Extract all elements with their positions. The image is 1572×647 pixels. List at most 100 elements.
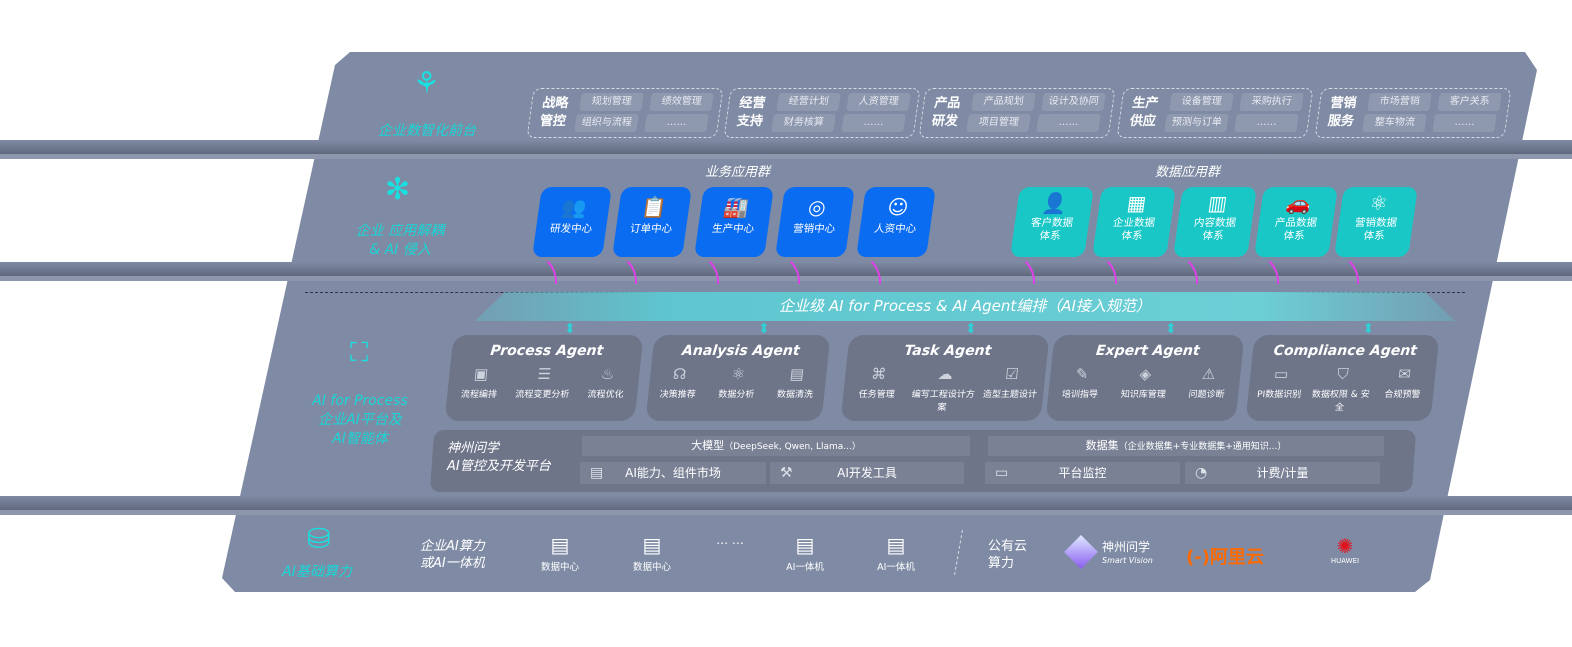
agent-item[interactable]: ☁ 编写工程设计方案 — [908, 365, 979, 413]
building-icon: ▦ — [1125, 191, 1148, 215]
agent-items: ⌘ 任务管理 ☁ 编写工程设计方案 ☑ 造型主题设计 — [841, 365, 1046, 413]
label-line: 战略 — [541, 96, 570, 111]
compute-item: ▤ 数据中心 — [622, 533, 682, 573]
down-arrow-icon: ⬍ — [1362, 321, 1375, 337]
agent-item[interactable]: ☑ 造型主题设计 — [975, 365, 1046, 413]
agent-item-label: 数据清洗 — [776, 390, 814, 400]
agent-items: ✎ 培训指导 ◈ 知识库管理 ⚠ 问题诊断 — [1048, 365, 1242, 400]
clean-doc-icon: ▤ — [789, 365, 806, 383]
front-chip[interactable]: …… — [1036, 114, 1101, 132]
monitor-icon: ▭ — [995, 465, 1009, 481]
front-chip[interactable]: …… — [841, 114, 906, 132]
agent-card[interactable]: Process Agent ▣ 流程编排 ☰ 流程变更分析 ♨ 流程优化 — [444, 335, 644, 421]
data-card[interactable]: 🚗 产品数据 体系 — [1254, 187, 1338, 257]
label-line: 支持 — [735, 114, 764, 129]
data-card[interactable]: ▦ 企业数据 体系 — [1092, 187, 1176, 257]
front-chip[interactable]: 客户关系 — [1437, 93, 1502, 111]
agent-item[interactable]: ⛉ 数据权限 & 安全 — [1308, 365, 1374, 413]
front-chip[interactable]: 设计及协同 — [1041, 93, 1106, 111]
orchestration-banner: 企业级 AI for Process & AI Agent编排（AI接入规范） — [475, 292, 1455, 321]
data-card[interactable]: ⚛ 营销数据 体系 — [1334, 187, 1418, 257]
front-chip[interactable]: …… — [1234, 114, 1299, 132]
agent-card[interactable]: Compliance Agent ▭ PI数据识别 ⛉ 数据权限 & 安全 ✉ 合规预警 — [1245, 335, 1440, 421]
data-card[interactable]: ▥ 内容数据 体系 — [1173, 187, 1257, 257]
users-icon: 👥 — [559, 195, 589, 219]
layer-label-apps: 企业 应用解耦 & AI 侵入 — [345, 222, 455, 260]
agent-item[interactable]: ⚛ 数据分析 — [707, 365, 769, 400]
label-line: 生产 — [1131, 96, 1160, 111]
front-chip[interactable]: 项目管理 — [966, 114, 1031, 132]
data-card[interactable]: 👤 客户数据 体系 — [1010, 187, 1094, 257]
agent-item[interactable]: ▭ PI数据识别 — [1247, 365, 1313, 413]
label-line: 产品 — [933, 96, 962, 111]
tool-bar[interactable]: ◔ 计费/计量 — [1185, 462, 1380, 484]
tool-bar[interactable]: ▭ 平台监控 — [985, 462, 1180, 484]
front-chip[interactable]: 预测与订单 — [1164, 114, 1229, 132]
agent-title: Compliance Agent — [1272, 343, 1418, 359]
front-chip[interactable]: 采购执行 — [1239, 93, 1304, 111]
front-chip[interactable]: 经营计划 — [776, 93, 841, 111]
agent-item[interactable]: ✉ 合规预警 — [1370, 365, 1436, 413]
atom-icon: ⚛ — [730, 365, 747, 383]
data-apps-title: 数据应用群 — [1155, 165, 1221, 180]
layer-divider — [0, 154, 1572, 159]
dev-tool-icon: ⚒ — [780, 465, 793, 481]
data-card-label: 客户数据 体系 — [1012, 217, 1090, 243]
compute-item: ▤ AI一体机 — [775, 533, 835, 573]
agent-card[interactable]: Expert Agent ✎ 培训指导 ◈ 知识库管理 ⚠ 问题诊断 — [1045, 335, 1245, 421]
bar-label: 大模型 — [691, 439, 725, 452]
agent-item[interactable]: ◈ 知识库管理 — [1111, 365, 1177, 400]
front-chip[interactable]: 设备管理 — [1169, 93, 1234, 111]
app-card-生产中心[interactable]: 🏭 生产中心 — [694, 187, 774, 257]
agent-item[interactable]: ▤ 数据清洗 — [765, 365, 827, 400]
agent-item-label: 问题诊断 — [1187, 390, 1226, 400]
agent-item[interactable]: ✎ 培训指导 — [1048, 365, 1114, 400]
tool-label: 计费/计量 — [1256, 466, 1309, 480]
app-card-营销中心[interactable]: ◎ 营销中心 — [775, 187, 855, 257]
target-icon: ◎ — [806, 195, 828, 219]
face-scan-icon: ⛶ — [350, 338, 369, 368]
agent-item[interactable]: ▣ 流程编排 — [447, 365, 513, 400]
agent-item[interactable]: ☊ 决策推荐 — [648, 365, 710, 400]
front-chip[interactable]: …… — [1432, 114, 1497, 132]
front-group: 经营支持 经营计划 人资管理 财务核算 …… — [723, 88, 921, 138]
front-chip[interactable]: …… — [644, 114, 709, 132]
label-line: 神州问学 — [447, 441, 500, 456]
brain-icon: ⚘ — [413, 66, 440, 101]
layers-icon: ◈ — [1138, 365, 1153, 383]
agent-card[interactable]: Task Agent ⌘ 任务管理 ☁ 编写工程设计方案 ☑ 造型主题设计 — [840, 335, 1050, 421]
app-card-研发中心[interactable]: 👥 研发中心 — [532, 187, 612, 257]
dataset-bar[interactable]: 数据集（企业数据集+专业数据集+通用知识...） — [988, 436, 1384, 456]
front-chip[interactable]: 市场营销 — [1367, 93, 1432, 111]
label-line: 经营 — [738, 96, 767, 111]
app-card-订单中心[interactable]: 📋 订单中心 — [612, 187, 692, 257]
tool-bar[interactable]: ⚒ AI开发工具 — [770, 462, 964, 484]
agent-card[interactable]: Analysis Agent ☊ 决策推荐 ⚛ 数据分析 ▤ 数据清洗 — [645, 335, 831, 421]
label-line: 体系 — [1120, 230, 1144, 242]
model-bar[interactable]: 大模型（DeepSeek, Qwen, Llama...） — [582, 436, 970, 456]
front-chip[interactable]: 规划管理 — [579, 93, 644, 111]
front-chip[interactable]: 组织与流程 — [574, 114, 639, 132]
head-idea-icon: ☊ — [672, 365, 688, 383]
label-line: AI管控及开发平台 — [447, 459, 551, 474]
down-arrow-icon: ⬍ — [965, 321, 977, 337]
agent-item-label: 合规预警 — [1383, 390, 1421, 400]
layer-divider — [0, 510, 1572, 515]
huawei-petal-icon: ✺ — [1336, 534, 1354, 558]
app-card-人资中心[interactable]: ☺ 人资中心 — [856, 187, 936, 257]
tool-bar[interactable]: ▤ AI能力、组件市场 — [580, 462, 766, 484]
label-line: 内容数据 — [1193, 217, 1237, 229]
data-card-label: 企业数据 体系 — [1094, 217, 1172, 243]
agent-item[interactable]: ⚠ 问题诊断 — [1175, 365, 1241, 400]
agent-item[interactable]: ☰ 流程变更分析 — [510, 365, 576, 400]
agent-item[interactable]: ⌘ 任务管理 — [842, 365, 913, 413]
front-chip[interactable]: 整车物流 — [1362, 114, 1427, 132]
front-chip[interactable]: 财务核算 — [771, 114, 836, 132]
front-group: 产品 研发 产品规划 设计及协同 项目管理 …… — [918, 88, 1116, 138]
front-chip[interactable]: 产品规划 — [971, 93, 1036, 111]
person-wave-icon: ☺ — [885, 195, 911, 219]
front-chip[interactable]: 绩效管理 — [649, 93, 714, 111]
server-label: AI一体机 — [877, 562, 915, 573]
front-chip[interactable]: 人资管理 — [846, 93, 911, 111]
agent-item[interactable]: ♨ 流程优化 — [574, 365, 640, 400]
